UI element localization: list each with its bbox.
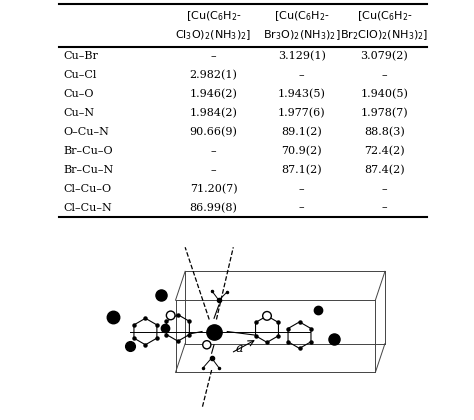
Text: –: – — [299, 184, 304, 194]
Text: 1.946(2): 1.946(2) — [190, 89, 237, 99]
Text: 1.984(2): 1.984(2) — [190, 108, 237, 118]
Text: $\mathrm{Cl_3O)_2(NH_3)_2]}$: $\mathrm{Cl_3O)_2(NH_3)_2]}$ — [175, 28, 252, 42]
Text: 1.978(7): 1.978(7) — [361, 108, 408, 118]
Text: Cu–Br: Cu–Br — [63, 51, 98, 61]
Text: 2.982(1): 2.982(1) — [190, 70, 237, 80]
Text: –: – — [299, 70, 304, 80]
Text: Cu–Cl: Cu–Cl — [63, 70, 96, 80]
Text: 3.129(1): 3.129(1) — [278, 51, 326, 61]
Text: –: – — [299, 202, 304, 213]
Text: $\mathrm{Br_3O)_2(NH_3)_2]}$: $\mathrm{Br_3O)_2(NH_3)_2]}$ — [263, 28, 340, 42]
Text: 72.4(2): 72.4(2) — [364, 146, 405, 156]
Text: 88.8(3): 88.8(3) — [364, 127, 405, 137]
Circle shape — [166, 311, 175, 320]
Text: Cu–N: Cu–N — [63, 108, 94, 118]
Text: –: – — [382, 70, 387, 80]
Text: 71.20(7): 71.20(7) — [190, 184, 237, 194]
Text: 3.079(2): 3.079(2) — [361, 51, 408, 61]
Text: 89.1(2): 89.1(2) — [282, 127, 322, 137]
Text: –: – — [382, 184, 387, 194]
Text: $[\mathrm{Cu(C_6H_2}$-: $[\mathrm{Cu(C_6H_2}$- — [186, 9, 241, 23]
Text: 87.4(2): 87.4(2) — [364, 165, 405, 175]
Text: O–Cu–N: O–Cu–N — [63, 127, 109, 137]
Text: –: – — [382, 202, 387, 213]
Text: 87.1(2): 87.1(2) — [282, 165, 322, 175]
Text: 70.9(2): 70.9(2) — [282, 146, 322, 156]
Text: 86.99(8): 86.99(8) — [190, 202, 237, 213]
Text: –: – — [211, 165, 216, 175]
Text: –: – — [211, 146, 216, 156]
Text: Cl–Cu–N: Cl–Cu–N — [63, 202, 112, 213]
Text: $[\mathrm{Cu(C_6H_2}$-: $[\mathrm{Cu(C_6H_2}$- — [356, 9, 412, 23]
Text: Br–Cu–N: Br–Cu–N — [63, 165, 113, 175]
Text: 90.66(9): 90.66(9) — [190, 127, 237, 137]
Text: 1.943(5): 1.943(5) — [278, 89, 326, 99]
Text: $\mathrm{Br_2ClO)_2(NH_3)_2]}$: $\mathrm{Br_2ClO)_2(NH_3)_2]}$ — [340, 28, 428, 42]
Text: Cu–O: Cu–O — [63, 89, 93, 99]
Text: $[\mathrm{Cu(C_6H_2}$-: $[\mathrm{Cu(C_6H_2}$- — [274, 9, 329, 23]
Circle shape — [263, 312, 271, 320]
Text: Cl–Cu–O: Cl–Cu–O — [63, 184, 111, 194]
Text: 1.940(5): 1.940(5) — [360, 89, 408, 99]
Text: a: a — [236, 342, 243, 355]
Text: Br–Cu–O: Br–Cu–O — [63, 146, 112, 156]
Text: 1.977(6): 1.977(6) — [278, 108, 326, 118]
Text: –: – — [211, 51, 216, 61]
Circle shape — [203, 341, 211, 349]
